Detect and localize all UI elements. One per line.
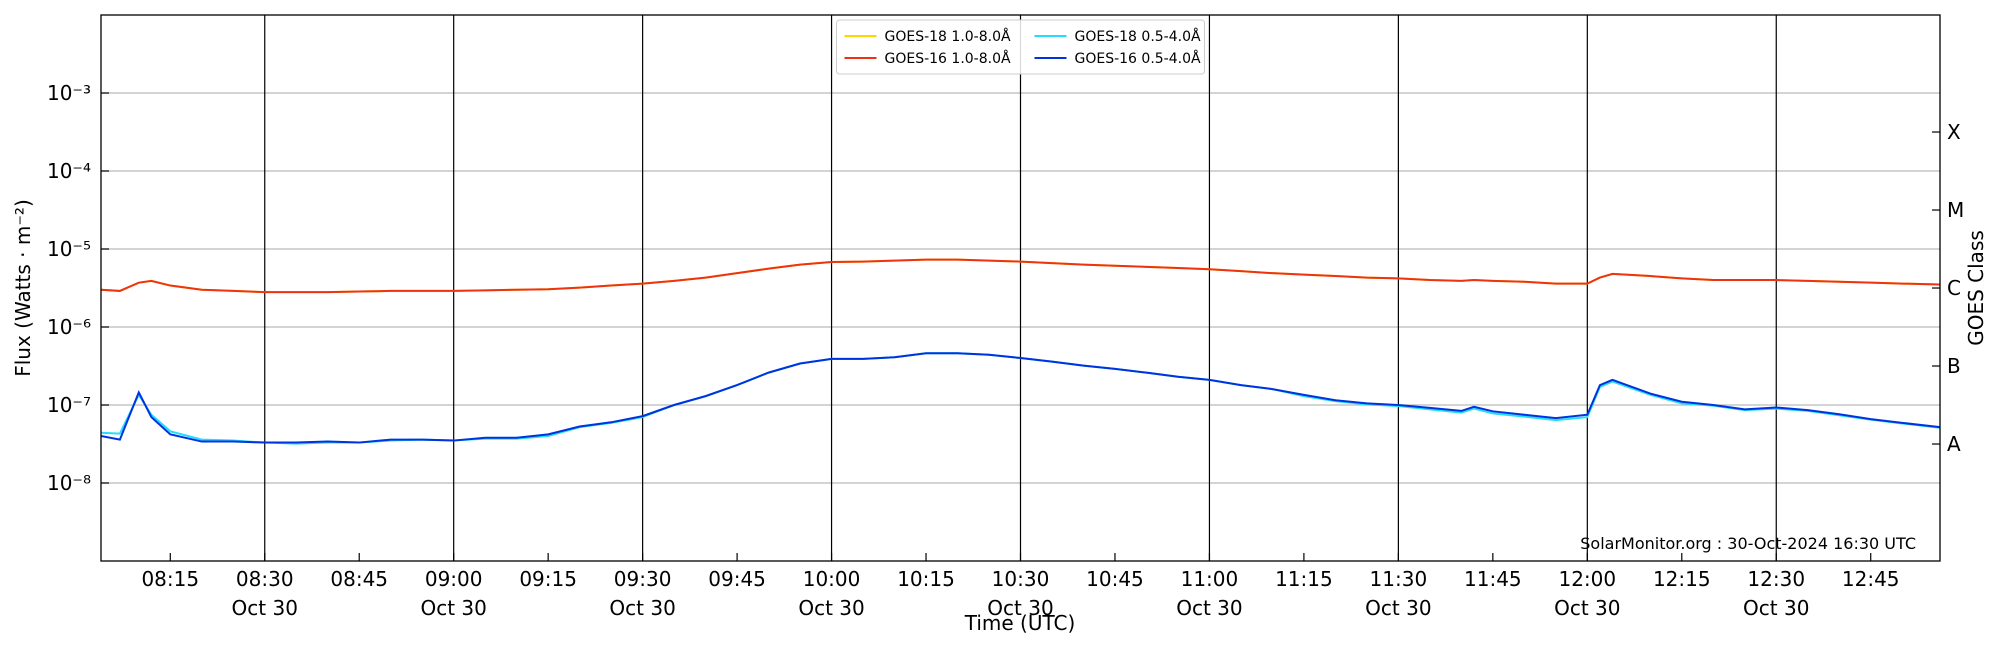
x-tick-label: 11:30 bbox=[1370, 567, 1428, 591]
x-tick-label: 09:45 bbox=[708, 567, 766, 591]
y2-tick-label: C bbox=[1947, 276, 1961, 300]
x-tick-label: 10:30 bbox=[992, 567, 1050, 591]
legend-label: GOES-18 1.0-8.0Å bbox=[885, 28, 1011, 45]
x-tick-label: 11:00 bbox=[1181, 567, 1239, 591]
y2-tick-label: X bbox=[1947, 120, 1961, 144]
y2-tick-label: M bbox=[1947, 198, 1964, 222]
x-tick-label: 09:00 bbox=[425, 567, 483, 591]
x-tick-label: 10:15 bbox=[897, 567, 955, 591]
series-line bbox=[100, 258, 1941, 294]
x-tick-date: Oct 30 bbox=[232, 596, 298, 620]
x-tick-date: Oct 30 bbox=[1554, 596, 1620, 620]
x-axis-label: Time (UTC) bbox=[964, 611, 1076, 635]
x-tick-date: Oct 30 bbox=[609, 596, 675, 620]
y-tick-label: 10⁻⁵ bbox=[47, 237, 91, 261]
x-tick-label: 08:30 bbox=[236, 567, 294, 591]
x-tick-label: 12:15 bbox=[1653, 567, 1711, 591]
y-tick-label: 10⁻⁶ bbox=[47, 315, 91, 339]
x-tick-label: 09:15 bbox=[519, 567, 577, 591]
x-tick-date: Oct 30 bbox=[798, 596, 864, 620]
x-tick-date: Oct 30 bbox=[1743, 596, 1809, 620]
x-tick-date: Oct 30 bbox=[1365, 596, 1431, 620]
x-tick-label: 12:30 bbox=[1747, 567, 1805, 591]
legend-label: GOES-16 0.5-4.0Å bbox=[1075, 50, 1201, 67]
y-tick-label: 10⁻⁴ bbox=[47, 159, 91, 183]
x-tick-label: 12:45 bbox=[1842, 567, 1900, 591]
x-tick-label: 10:45 bbox=[1086, 567, 1144, 591]
x-tick-date: Oct 30 bbox=[1176, 596, 1242, 620]
y-tick-label: 10⁻³ bbox=[47, 81, 91, 105]
legend-box bbox=[836, 19, 1205, 75]
annotation: SolarMonitor.org : 30-Oct-2024 16:30 UTC bbox=[1580, 534, 1916, 553]
x-tick-label: 09:30 bbox=[614, 567, 672, 591]
x-tick-date: Oct 30 bbox=[987, 596, 1053, 620]
x-tick-label: 11:45 bbox=[1464, 567, 1522, 591]
y2-tick-label: B bbox=[1947, 354, 1961, 378]
x-tick-date: Oct 30 bbox=[420, 596, 486, 620]
legend-label: GOES-16 1.0-8.0Å bbox=[885, 50, 1011, 67]
x-tick-label: 12:00 bbox=[1558, 567, 1616, 591]
legend-label: GOES-18 0.5-4.0Å bbox=[1075, 28, 1201, 45]
y-tick-label: 10⁻⁷ bbox=[47, 393, 91, 417]
x-tick-label: 10:00 bbox=[803, 567, 861, 591]
y-axis-label: Flux (Watts · m⁻²) bbox=[11, 199, 35, 377]
series-line bbox=[100, 352, 1941, 444]
y2-axis-label: GOES Class bbox=[1964, 230, 1988, 346]
x-tick-label: 11:15 bbox=[1275, 567, 1333, 591]
y-tick-label: 10⁻⁸ bbox=[47, 471, 91, 495]
plot-frame bbox=[100, 14, 1941, 562]
x-tick-label: 08:45 bbox=[330, 567, 388, 591]
x-tick-label: 08:15 bbox=[141, 567, 199, 591]
y2-tick-label: A bbox=[1947, 432, 1961, 456]
